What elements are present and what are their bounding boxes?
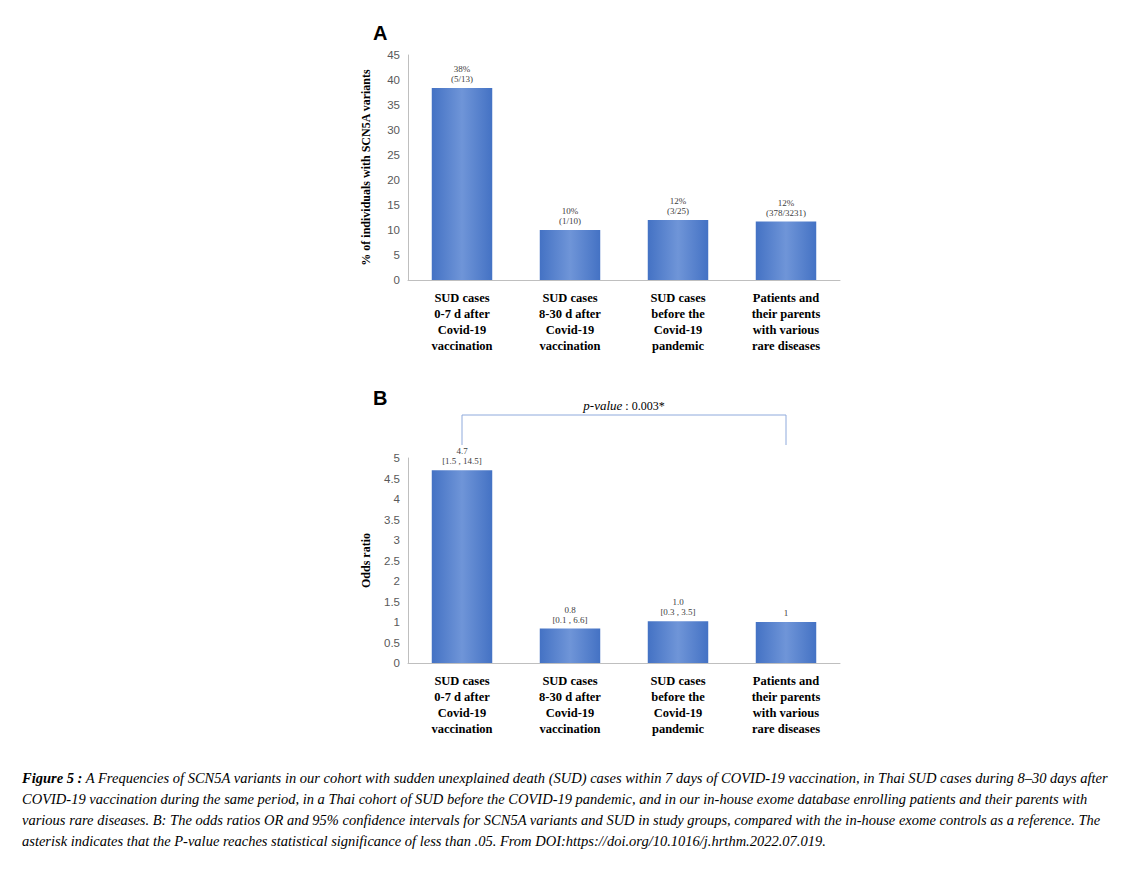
svg-text:3.5: 3.5 [384, 514, 400, 526]
svg-text:1.5: 1.5 [384, 596, 400, 608]
svg-text:(1/10): (1/10) [559, 216, 581, 226]
svg-text:Odds ratio: Odds ratio [359, 533, 373, 588]
svg-text:5: 5 [394, 249, 400, 261]
svg-text:Covid-19: Covid-19 [546, 706, 595, 720]
svg-text:35: 35 [387, 99, 400, 111]
svg-text:SUD cases: SUD cases [434, 291, 489, 305]
svg-text:1: 1 [784, 608, 789, 618]
svg-text:vaccination: vaccination [539, 722, 600, 736]
svg-text:20: 20 [387, 174, 400, 186]
svg-text:(3/25): (3/25) [667, 206, 689, 216]
svg-text:p-value: p-value [582, 398, 622, 413]
svg-text:Covid-19: Covid-19 [546, 323, 595, 337]
html-text:Figure 5 : A Frequencies of SC: Figure 5 : A Frequencies of SCN5A varian… [22, 770, 1108, 849]
svg-text:with various: with various [753, 323, 819, 337]
svg-text:their parents: their parents [752, 690, 821, 704]
svg-text:30: 30 [387, 124, 400, 136]
svg-text:45: 45 [387, 49, 400, 61]
svg-text:15: 15 [387, 199, 400, 211]
svg-text:before the: before the [651, 690, 705, 704]
svg-text:8-30 d after: 8-30 d after [539, 690, 601, 704]
svg-text:SUD cases: SUD cases [434, 674, 489, 688]
svg-text:0: 0 [394, 657, 400, 669]
svg-text:12%: 12% [778, 198, 795, 208]
svg-text:SUD cases: SUD cases [650, 291, 705, 305]
svg-text:Patients and: Patients and [753, 674, 819, 688]
svg-text:Covid-19: Covid-19 [654, 323, 703, 337]
svg-text:(5/13): (5/13) [451, 74, 473, 84]
svg-text:SUD cases: SUD cases [650, 674, 705, 688]
svg-text:4.7: 4.7 [456, 446, 468, 456]
svg-text:vaccination: vaccination [431, 339, 492, 353]
svg-text:0: 0 [394, 274, 400, 286]
svg-text:38%: 38% [454, 64, 471, 74]
svg-text:B: B [373, 387, 387, 409]
svg-text:Patients and: Patients and [753, 291, 819, 305]
svg-text:3: 3 [394, 534, 400, 546]
svg-text:4.5: 4.5 [384, 473, 400, 485]
svg-text:rare diseases: rare diseases [752, 722, 820, 736]
svg-text:Covid-19: Covid-19 [438, 323, 487, 337]
svg-text:0-7 d after: 0-7 d after [434, 307, 490, 321]
svg-text:0.8: 0.8 [564, 605, 576, 615]
svg-text:with various: with various [753, 706, 819, 720]
svg-text:before the: before the [651, 307, 705, 321]
svg-text:0.5: 0.5 [384, 637, 400, 649]
svg-text:% of individuals with SCN5A va: % of individuals with SCN5A variants [359, 69, 373, 266]
svg-text:8-30 d after: 8-30 d after [539, 307, 601, 321]
svg-text:2.5: 2.5 [384, 555, 400, 567]
svg-text:vaccination: vaccination [431, 722, 492, 736]
svg-text:0-7 d after: 0-7 d after [434, 690, 490, 704]
svg-text:Covid-19: Covid-19 [438, 706, 487, 720]
svg-text:4: 4 [394, 493, 401, 505]
svg-text:their parents: their parents [752, 307, 821, 321]
svg-text:40: 40 [387, 74, 400, 86]
svg-text:vaccination: vaccination [539, 339, 600, 353]
svg-text:2: 2 [394, 575, 400, 587]
svg-text:[1.5 , 14.5]: [1.5 , 14.5] [442, 456, 482, 466]
svg-text:1: 1 [394, 616, 400, 628]
svg-text:SUD cases: SUD cases [542, 291, 597, 305]
svg-text:[0.3 , 3.5]: [0.3 , 3.5] [660, 607, 695, 617]
svg-text:10: 10 [387, 224, 400, 236]
svg-text:SUD cases: SUD cases [542, 674, 597, 688]
svg-text:rare diseases: rare diseases [752, 339, 820, 353]
svg-text:10%: 10% [562, 206, 579, 216]
svg-text:pandemic: pandemic [652, 339, 705, 353]
svg-text:1.0: 1.0 [672, 597, 684, 607]
svg-text:Covid-19: Covid-19 [654, 706, 703, 720]
svg-text:5: 5 [394, 452, 400, 464]
svg-text:12%: 12% [670, 196, 687, 206]
svg-text:[0.1 , 6.6]: [0.1 , 6.6] [552, 615, 587, 625]
svg-text:(378/3231): (378/3231) [766, 208, 806, 218]
svg-text:: 0.003*: : 0.003* [622, 399, 664, 413]
svg-text:A: A [373, 22, 387, 44]
svg-text:25: 25 [387, 149, 400, 161]
svg-text:pandemic: pandemic [652, 722, 705, 736]
